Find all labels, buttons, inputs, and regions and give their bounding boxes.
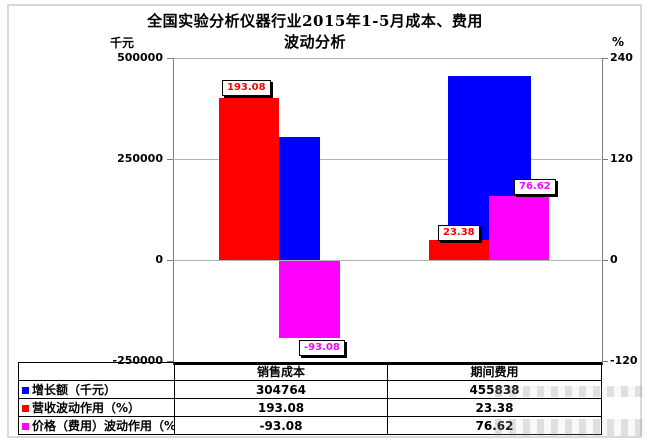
table-header-row: 销售成本 期间费用 [18, 362, 602, 381]
legend-item-revenue-effect: 营收波动作用（%） [18, 398, 175, 417]
legend-item-growth: 增长额（千元） [18, 380, 175, 399]
left-axis-tick-0: 0 [155, 253, 163, 266]
data-label-revenue-period-expense: 23.38 [438, 225, 480, 241]
bar-price-effect-period-expense [489, 196, 549, 260]
gridline-zero [173, 260, 601, 261]
right-axis-tick-mark [602, 361, 608, 362]
series-label: 价格（费用）波动作用（%） [32, 419, 175, 433]
table-row-price-effect: 价格（费用）波动作用（%） -93.08 76.62 [18, 416, 602, 435]
table-corner-cell [18, 362, 175, 381]
bar-revenue-effect-period-expense [429, 240, 489, 260]
right-axis-tick-mark [602, 58, 608, 59]
gridline-250000 [173, 159, 601, 160]
left-axis-tick-500000: 500000 [117, 51, 163, 64]
left-axis-tick-mark [167, 260, 173, 261]
figure-border [7, 4, 642, 438]
value-growth-period-expense: 455838 [387, 380, 602, 399]
left-axis-tick-mark [167, 361, 173, 362]
chart-title: 全国实验分析仪器行业2015年1-5月成本、费用波动分析 [147, 12, 483, 51]
left-axis-tick-250000: 250000 [117, 152, 163, 165]
series-label: 增长额（千元） [32, 383, 117, 397]
data-label-price-period-expense: 76.62 [514, 179, 556, 195]
series-label: 营收波动作用（%） [32, 401, 141, 415]
right-axis-tick-0: 0 [610, 253, 618, 266]
bar-price-effect-sales-cost [279, 261, 340, 338]
right-axis-tick-mark [602, 260, 608, 261]
table-row-revenue-effect: 营收波动作用（%） 193.08 23.38 [18, 398, 602, 417]
left-axis-unit-label: 千元 [110, 36, 135, 50]
left-axis-tick-mark [167, 58, 173, 59]
right-axis-unit-label: % [612, 35, 625, 49]
legend-swatch-magenta [22, 423, 29, 430]
left-axis-tick-mark [167, 159, 173, 160]
legend-item-price-effect: 价格（费用）波动作用（%） [18, 416, 175, 435]
right-axis-tick-120: 120 [610, 152, 633, 165]
legend-swatch-red [22, 405, 29, 412]
right-axis-tick-240: 240 [610, 51, 633, 64]
value-revenue-period-expense: 23.38 [387, 398, 602, 417]
category-header-sales-cost: 销售成本 [174, 362, 388, 381]
bar-revenue-effect-sales-cost [219, 98, 279, 260]
right-axis-tick-neg120: -120 [610, 354, 638, 367]
value-revenue-sales-cost: 193.08 [174, 398, 388, 417]
category-header-period-expense: 期间费用 [387, 362, 602, 381]
data-label-revenue-sales-cost: 193.08 [222, 80, 271, 96]
data-table: 销售成本 期间费用 增长额（千元） 304764 455838 营收波动作用（%… [18, 362, 602, 435]
value-growth-sales-cost: 304764 [174, 380, 388, 399]
right-axis-tick-mark [602, 159, 608, 160]
value-price-period-expense: 76.62 [387, 416, 602, 435]
legend-swatch-blue [22, 387, 29, 394]
value-price-sales-cost: -93.08 [174, 416, 388, 435]
table-row-growth: 增长额（千元） 304764 455838 [18, 380, 602, 399]
data-label-price-sales-cost: -93.08 [299, 340, 345, 356]
